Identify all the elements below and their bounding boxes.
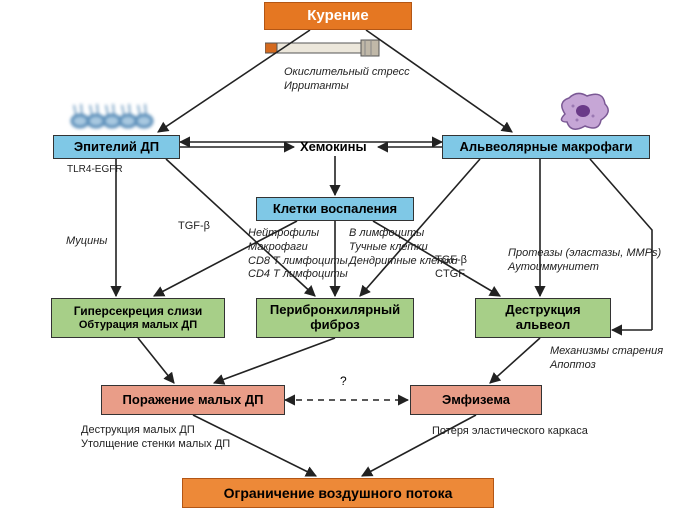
anno-tgfb2: TGF-βCTGF — [435, 254, 467, 282]
anno-tgfb1: TGF-β — [178, 220, 210, 234]
node-hyper: Гиперсекреция слизиОбтурация малых ДП — [51, 298, 225, 338]
anno-smoke-side: Окислительный стрессИрританты — [284, 66, 410, 94]
anno-inflam-left: НейтрофилыМакрофагиCD8 T лимфоцитыCD4 T … — [248, 227, 348, 282]
cilia-icon — [70, 103, 160, 131]
anno-protease: Протеазы (эластазы, MMPs)Аутоиммунитет — [508, 247, 661, 275]
text-chemokines: Хемокины — [300, 139, 367, 154]
text-question: ? — [340, 374, 347, 388]
node-small-dp: Поражение малых ДП — [101, 385, 285, 415]
node-airflow: Ограничение воздушного потока — [182, 478, 494, 508]
anno-mucins: Муцины — [66, 235, 107, 249]
anno-tlr: TLR4-EGFR — [67, 164, 123, 177]
cigarette-icon — [265, 35, 385, 61]
macrophage-cell-icon — [555, 88, 613, 134]
node-macro: Альвеолярные макрофаги — [442, 135, 650, 159]
anno-small-desc: Деструкция малых ДПУтолщение стенки малы… — [81, 424, 230, 452]
node-epithelium: Эпителий ДП — [53, 135, 180, 159]
node-destr: Деструкция альвеол — [475, 298, 611, 338]
node-smoking: Курение — [264, 2, 412, 30]
anno-aging: Механизмы старенияАпоптоз — [550, 345, 663, 373]
node-inflam: Клетки воспаления — [256, 197, 414, 221]
node-fibro: Перибронхилярный фиброз — [256, 298, 414, 338]
anno-elastic: Потеря эластического каркаса — [432, 425, 588, 439]
node-emphysema: Эмфизема — [410, 385, 542, 415]
